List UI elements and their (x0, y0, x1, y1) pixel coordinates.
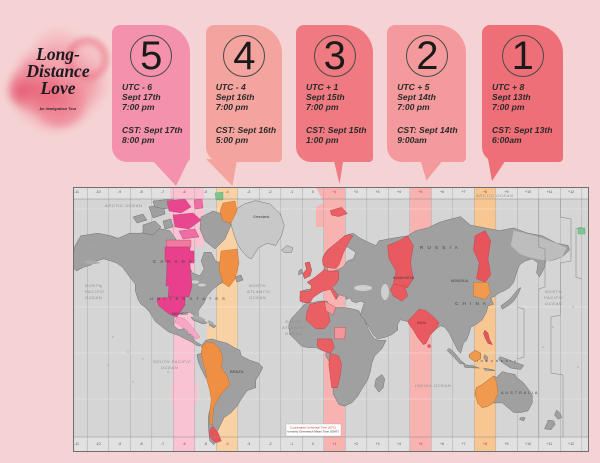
svg-text:-4: -4 (225, 442, 228, 446)
svg-text:-3: -3 (247, 190, 250, 194)
svg-text:PACIFIC: PACIFIC (544, 295, 564, 300)
svg-text:OCEAN: OCEAN (161, 365, 178, 370)
svg-text:+9: +9 (505, 442, 509, 446)
svg-text:OCEAN: OCEAN (249, 295, 266, 300)
svg-text:-8: -8 (139, 190, 142, 194)
svg-text:+8: +8 (483, 442, 487, 446)
svg-text:OCEAN: OCEAN (545, 301, 562, 306)
svg-text:SOUTH PACIFIC: SOUTH PACIFIC (153, 359, 191, 364)
svg-text:-1: -1 (290, 442, 293, 446)
svg-text:NORTH: NORTH (249, 283, 266, 288)
svg-text:+10: +10 (525, 442, 531, 446)
svg-text:C A N A D A: C A N A D A (153, 259, 193, 264)
svg-text:Greenland: Greenland (253, 215, 269, 219)
svg-text:+1: +1 (333, 442, 337, 446)
svg-text:NORTH: NORTH (85, 283, 102, 288)
svg-text:+9: +9 (505, 190, 509, 194)
svg-text:-7: -7 (161, 190, 164, 194)
svg-text:+7: +7 (462, 190, 466, 194)
svg-text:U N I T E D S T A T E S: U N I T E D S T A T E S (150, 296, 226, 301)
svg-text:+12: +12 (568, 442, 574, 446)
svg-text:+2: +2 (354, 442, 358, 446)
svg-text:-10: -10 (95, 442, 100, 446)
svg-text:-3: -3 (247, 442, 250, 446)
svg-text:+12: +12 (568, 190, 574, 194)
svg-text:+11: +11 (547, 442, 553, 446)
svg-text:+11: +11 (547, 190, 553, 194)
svg-text:formerly Greenwich Mean Time (: formerly Greenwich Mean Time (GMT) (287, 430, 338, 434)
svg-text:+5: +5 (419, 442, 423, 446)
svg-text:+3: +3 (376, 190, 380, 194)
svg-text:+1: +1 (333, 190, 337, 194)
svg-text:OCEAN: OCEAN (285, 331, 302, 336)
svg-text:-4: -4 (225, 190, 228, 194)
svg-text:-9: -9 (118, 442, 121, 446)
svg-text:+4: +4 (397, 190, 401, 194)
svg-text:0: 0 (312, 442, 314, 446)
svg-text:Coordinated Universal Time (UT: Coordinated Universal Time (UTC) (290, 426, 336, 430)
svg-text:+4: +4 (397, 442, 401, 446)
svg-text:ATLANTIC: ATLANTIC (246, 289, 271, 294)
svg-text:+10: +10 (525, 190, 531, 194)
svg-text:ARCTIC OCEAN: ARCTIC OCEAN (475, 193, 513, 198)
svg-text:0: 0 (312, 190, 314, 194)
svg-text:BRAZIL: BRAZIL (230, 369, 245, 374)
svg-text:ATLANTIC: ATLANTIC (281, 325, 306, 330)
svg-text:I N D O N E S I A: I N D O N E S I A (477, 359, 517, 363)
svg-text:INDIA: INDIA (417, 321, 427, 325)
svg-text:-10: -10 (95, 190, 100, 194)
svg-text:+8: +8 (483, 190, 487, 194)
svg-text:C H I N A: C H I N A (455, 301, 487, 306)
svg-text:-6: -6 (182, 190, 185, 194)
svg-text:R U S S I A: R U S S I A (420, 245, 459, 250)
svg-text:A U S T R A L I A: A U S T R A L I A (501, 391, 538, 395)
svg-text:-1: -1 (290, 190, 293, 194)
svg-text:+3: +3 (376, 442, 380, 446)
svg-text:-5: -5 (204, 442, 207, 446)
svg-text:PACIFIC: PACIFIC (85, 289, 105, 294)
svg-text:-9: -9 (118, 190, 121, 194)
svg-text:-2: -2 (268, 442, 271, 446)
svg-text:+6: +6 (440, 442, 444, 446)
svg-text:KAZAKHSTAN: KAZAKHSTAN (393, 276, 415, 280)
svg-text:INDIAN OCEAN: INDIAN OCEAN (415, 383, 451, 388)
svg-text:+2: +2 (354, 190, 358, 194)
svg-text:MEXICO: MEXICO (172, 311, 188, 316)
svg-text:SOUTH: SOUTH (285, 319, 302, 324)
svg-text:-11: -11 (74, 190, 79, 194)
svg-text:-8: -8 (139, 442, 142, 446)
svg-text:+7: +7 (462, 442, 466, 446)
svg-text:-11: -11 (74, 442, 79, 446)
svg-text:ARCTIC OCEAN: ARCTIC OCEAN (104, 203, 142, 208)
svg-text:MONGOLIA: MONGOLIA (451, 279, 469, 283)
svg-text:+5: +5 (419, 190, 423, 194)
svg-text:-2: -2 (268, 190, 271, 194)
svg-text:+6: +6 (440, 190, 444, 194)
svg-text:-6: -6 (182, 442, 185, 446)
svg-text:NORTH: NORTH (545, 289, 562, 294)
svg-text:OCEAN: OCEAN (85, 295, 102, 300)
svg-text:-5: -5 (204, 190, 207, 194)
svg-text:-7: -7 (161, 442, 164, 446)
